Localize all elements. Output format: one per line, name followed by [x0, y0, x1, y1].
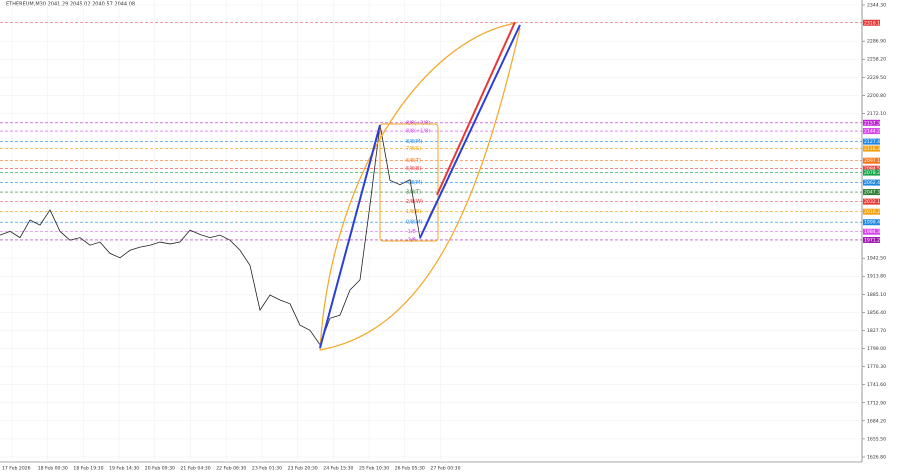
level-price-box: [863, 169, 880, 176]
level-price-box: [863, 165, 880, 172]
level-price: 2127.46: [864, 139, 883, 145]
y-tick-label: 2172.10: [867, 111, 886, 117]
y-tick-label: 2229.50: [867, 75, 886, 81]
level-price-box: [863, 157, 880, 164]
x-tick-label: 23 Feb 01:30: [252, 466, 282, 472]
y-tick-label: 1684.20: [867, 418, 886, 424]
y-tick-label: 1712.90: [867, 400, 886, 406]
level-price: 1971.29: [864, 237, 883, 243]
level-price: 2116.38: [864, 146, 883, 152]
level-price-box: [863, 236, 880, 243]
level-price: 2047.33: [864, 190, 883, 196]
y-tick-label: 2258.20: [867, 57, 886, 63]
level-name: 5/8(B): [406, 166, 421, 172]
x-tick-label: 27 Feb 00:30: [430, 466, 460, 472]
y-tick-label: 1770.30: [867, 364, 886, 370]
price-line: [0, 124, 441, 346]
level-name: 8/8(+2/8): [406, 120, 430, 126]
x-tick-label: 23 Feb 20:30: [288, 466, 318, 472]
level-name: 3/8(T): [406, 190, 421, 196]
x-tick-label: 26 Feb 05:30: [395, 466, 425, 472]
level-price: 2084.52: [864, 166, 883, 172]
level-price-box: [863, 219, 880, 226]
x-tick-label: 18 Feb 00:30: [38, 466, 68, 472]
level-price-box: [863, 189, 880, 196]
x-tick-label: 25 Feb 10:30: [359, 466, 389, 472]
level-price-box: [863, 138, 880, 145]
level-name: 2/8(W): [406, 199, 423, 205]
level-price: 2016.24: [864, 209, 883, 215]
y-tick-label: 1827.70: [867, 328, 886, 334]
level-price: 2032.18: [864, 199, 883, 205]
y-tick-label: 1942.50: [867, 256, 886, 262]
y-tick-label: 1913.80: [867, 274, 886, 280]
arc-upper: [319, 22, 517, 351]
trend-line: [319, 124, 381, 349]
y-tick-label: 1799.00: [867, 346, 886, 352]
level-name: 0/8(M): [406, 220, 422, 226]
level-name: -1/8: [406, 229, 416, 235]
level-price: 2097.13: [864, 158, 883, 164]
range-box: [379, 123, 439, 242]
x-tick-label: 24 Feb 15:30: [323, 466, 353, 472]
level-price: 2062.41: [864, 180, 883, 186]
x-tick-label: 17 Feb 2026: [2, 466, 31, 472]
y-tick-label: 2344.30: [867, 3, 886, 9]
arc-lower: [319, 27, 521, 351]
level-price: 1984.37: [864, 229, 883, 235]
chart-title: ETHEREUM,M30 2041.29 2045.02 2040.57 204…: [6, 2, 135, 8]
level-price-box: [863, 145, 880, 152]
projection-line: [419, 24, 521, 239]
x-tick-label: 18 Feb 19:30: [73, 466, 103, 472]
level-price-box: [863, 198, 880, 205]
y-tick-label: 1655.50: [867, 436, 886, 442]
level-name: 7/8(S): [406, 146, 421, 152]
level-name: 6/8(T): [406, 158, 421, 164]
y-tick-label: 1741.60: [867, 382, 886, 388]
level-price: 2144.21: [864, 129, 883, 135]
level-price-box: [863, 228, 880, 235]
level-price-box: [863, 208, 880, 215]
x-tick-label: 22 Feb 06:30: [216, 466, 246, 472]
x-tick-label: 21 Feb 04:30: [181, 466, 211, 472]
level-price-box: [863, 19, 880, 26]
level-price-box: [863, 179, 880, 186]
level-price: 2078.27: [864, 170, 883, 176]
x-tick-label: 20 Feb 09:30: [145, 466, 175, 472]
level-name: 1/8(R): [406, 209, 421, 215]
level-name: 8/8(+1/8): [406, 129, 430, 135]
level-price-box: [863, 128, 880, 135]
level-price: 2157.34: [864, 120, 883, 126]
level-price: 2316.12: [864, 20, 883, 26]
level-name: 8/8(M): [406, 139, 422, 145]
level-price-box: [863, 119, 880, 126]
y-tick-label: 1856.40: [867, 310, 886, 316]
y-tick-label: 1626.80: [867, 455, 886, 461]
level-name: -2/8: [406, 237, 416, 243]
y-tick-label: 2200.80: [867, 93, 886, 99]
y-tick-label: 1885.10: [867, 292, 886, 298]
projection-line: [436, 21, 516, 196]
x-tick-label: 19 Feb 14:30: [109, 466, 139, 472]
y-tick-label: 2286.90: [867, 39, 886, 45]
level-name: 4/8(M): [406, 180, 422, 186]
level-price: 1999.46: [864, 220, 883, 226]
